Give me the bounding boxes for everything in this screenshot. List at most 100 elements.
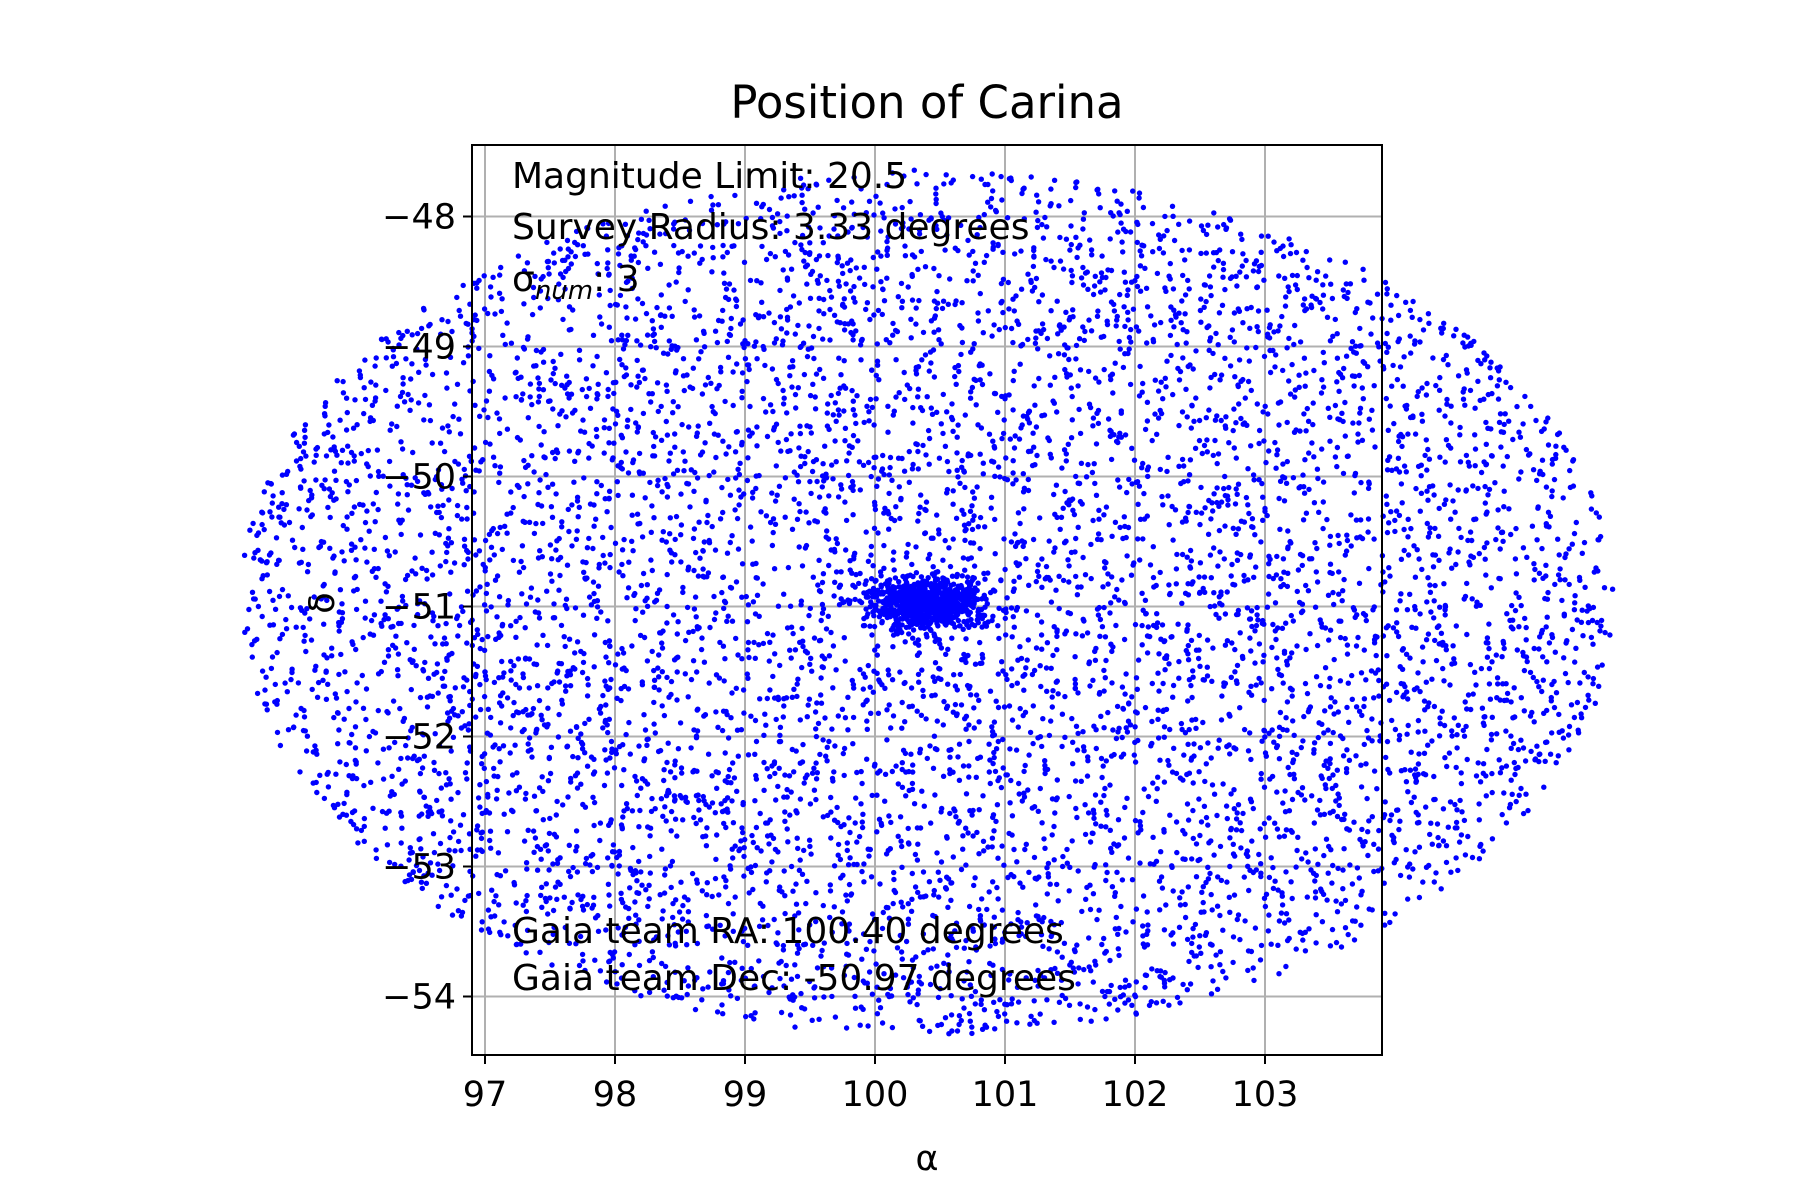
field-star-point: [379, 808, 386, 815]
field-star-point: [301, 638, 307, 644]
field-star-point: [1559, 597, 1565, 604]
field-star-point: [1473, 516, 1479, 522]
field-star-point: [831, 226, 837, 232]
field-star-point: [1345, 680, 1352, 686]
field-star-point: [740, 829, 746, 836]
field-star-point: [1196, 944, 1203, 950]
field-star-point: [515, 253, 522, 259]
field-star-point: [1024, 657, 1030, 663]
field-star-point: [1283, 827, 1290, 833]
field-star-point: [1101, 792, 1107, 799]
field-star-point: [1432, 637, 1438, 644]
field-star-point: [1012, 251, 1018, 257]
field-star-point: [516, 685, 523, 691]
field-star-point: [1390, 625, 1397, 631]
field-star-point: [1133, 979, 1140, 985]
field-star-point: [1193, 725, 1199, 731]
field-star-point: [1117, 211, 1123, 218]
field-star-point: [1441, 678, 1447, 684]
field-star-point: [1493, 536, 1499, 543]
field-star-point: [1355, 634, 1361, 641]
field-star-point: [579, 669, 586, 676]
field-star-point: [1483, 793, 1490, 799]
field-star-point: [896, 390, 902, 396]
field-star-point: [678, 995, 685, 1001]
field-star-point: [1073, 631, 1079, 637]
field-star-point: [410, 449, 416, 456]
field-star-point: [670, 900, 676, 907]
field-star-point: [1412, 849, 1418, 855]
field-star-point: [625, 332, 631, 338]
field-star-point: [794, 693, 800, 700]
field-star-point: [661, 777, 667, 784]
field-star-point: [650, 974, 656, 980]
field-star-point: [672, 370, 679, 376]
field-star-point: [1016, 780, 1022, 787]
field-star-point: [447, 591, 453, 597]
field-star-point: [843, 892, 849, 898]
field-star-point: [1207, 552, 1214, 558]
field-star-point: [1188, 637, 1195, 644]
field-star-point: [1186, 726, 1192, 733]
field-star-point: [1395, 438, 1402, 445]
field-star-point: [1015, 999, 1022, 1005]
field-star-point: [1343, 281, 1350, 287]
field-star-point: [607, 564, 613, 571]
field-star-point: [1258, 942, 1265, 949]
field-star-point: [1046, 437, 1053, 444]
field-star-point: [1041, 836, 1047, 842]
field-star-point: [634, 511, 641, 517]
field-star-point: [1308, 302, 1314, 308]
field-star-point: [353, 646, 359, 653]
field-star-point: [1414, 547, 1420, 553]
field-star-point: [1264, 604, 1271, 610]
field-star-point: [1196, 632, 1203, 639]
field-star-point: [362, 519, 369, 526]
field-star-point: [1365, 529, 1371, 535]
field-star-point: [981, 922, 987, 928]
field-star-point: [296, 506, 302, 512]
field-star-point: [933, 196, 939, 203]
field-star-point: [694, 880, 700, 886]
field-star-point: [1359, 712, 1365, 719]
field-star-point: [1523, 654, 1530, 660]
field-star-point: [1431, 598, 1437, 604]
field-star-point: [994, 884, 1000, 891]
field-star-point: [1130, 188, 1136, 194]
field-star-point: [661, 987, 667, 993]
field-star-point: [1499, 654, 1505, 660]
field-star-point: [567, 905, 573, 911]
field-star-point: [629, 643, 635, 649]
field-star-point: [418, 846, 424, 852]
field-star-point: [300, 546, 306, 552]
field-star-point: [1215, 257, 1222, 264]
field-star-point: [874, 1011, 881, 1017]
field-star-point: [1176, 422, 1182, 429]
field-star-point: [1319, 446, 1325, 452]
field-star-point: [1103, 862, 1109, 868]
field-star-point: [1399, 443, 1405, 450]
field-star-point: [841, 327, 848, 333]
field-star-point: [600, 534, 606, 541]
field-star-point: [664, 481, 670, 488]
field-star-point: [1404, 607, 1411, 613]
field-star-point: [1432, 552, 1439, 558]
field-star-point: [1336, 569, 1342, 575]
field-star-point: [813, 256, 820, 263]
field-star-point: [475, 795, 482, 801]
field-star-point: [259, 613, 265, 620]
field-star-point: [774, 492, 780, 498]
field-star-point: [719, 727, 726, 734]
field-star-point: [313, 452, 319, 458]
field-star-point: [1361, 277, 1367, 283]
field-star-point: [521, 838, 528, 844]
field-star-point: [980, 460, 986, 466]
field-star-point: [584, 675, 591, 682]
field-star-point: [1087, 882, 1093, 888]
field-star-point: [489, 887, 495, 893]
field-star-point: [944, 834, 950, 840]
field-star-point: [919, 1023, 926, 1029]
field-star-point: [339, 601, 345, 607]
field-star-point: [471, 445, 478, 451]
field-star-point: [1031, 383, 1037, 389]
